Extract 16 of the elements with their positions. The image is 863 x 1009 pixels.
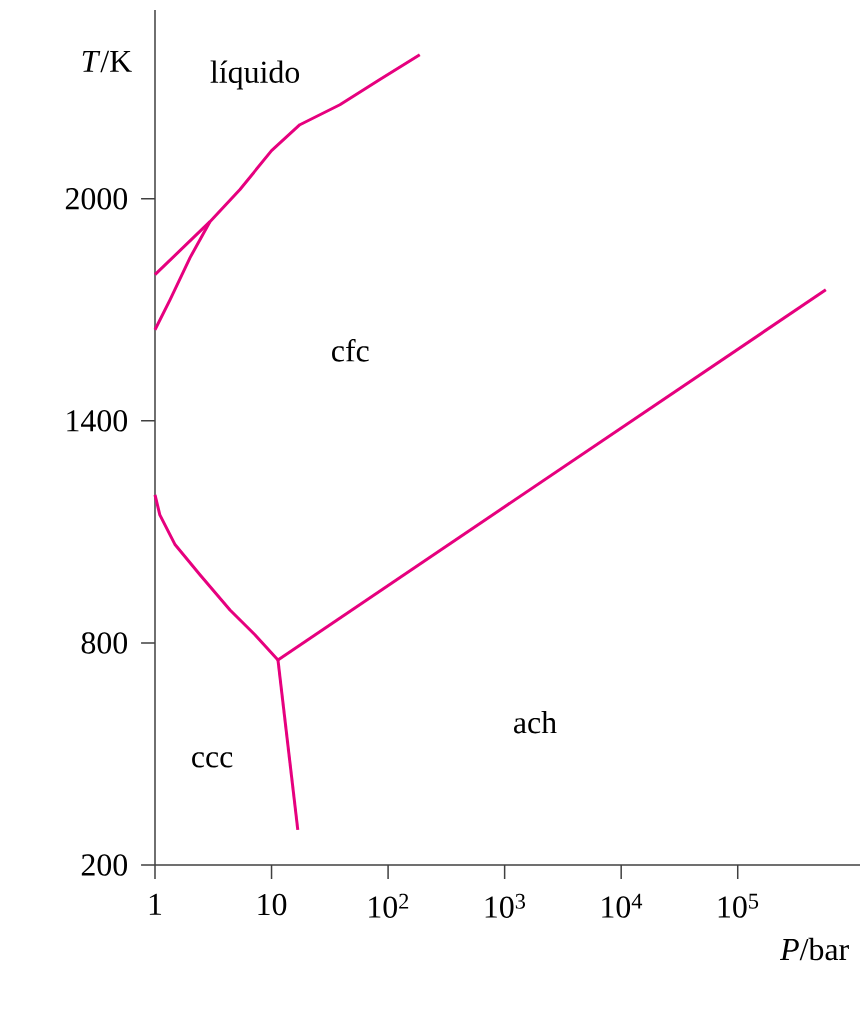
x-tick-label: 10 bbox=[258, 893, 287, 916]
annotation: líquido bbox=[210, 60, 300, 90]
y-tick-label: 800 bbox=[81, 632, 128, 654]
annotation: ach bbox=[514, 711, 557, 734]
x-tick-label: 1 bbox=[149, 893, 162, 915]
y-axis-title: T/K bbox=[82, 50, 132, 73]
y-tick-label: 200 bbox=[81, 854, 128, 876]
annotation: cfc bbox=[332, 338, 369, 362]
y-tick-label: 1400 bbox=[67, 410, 128, 432]
x-tick-label: 10$^{2}$ bbox=[369, 893, 409, 918]
x-tick-label: 10$^{3}$ bbox=[485, 893, 526, 918]
annotation: ccc bbox=[192, 752, 233, 768]
x-tick-label: 10$^{5}$ bbox=[718, 893, 759, 918]
y-tick-label: 2000 bbox=[65, 188, 128, 210]
x-tick-label: 10$^{4}$ bbox=[602, 893, 643, 918]
x-axis-title: P/bar bbox=[779, 937, 849, 961]
